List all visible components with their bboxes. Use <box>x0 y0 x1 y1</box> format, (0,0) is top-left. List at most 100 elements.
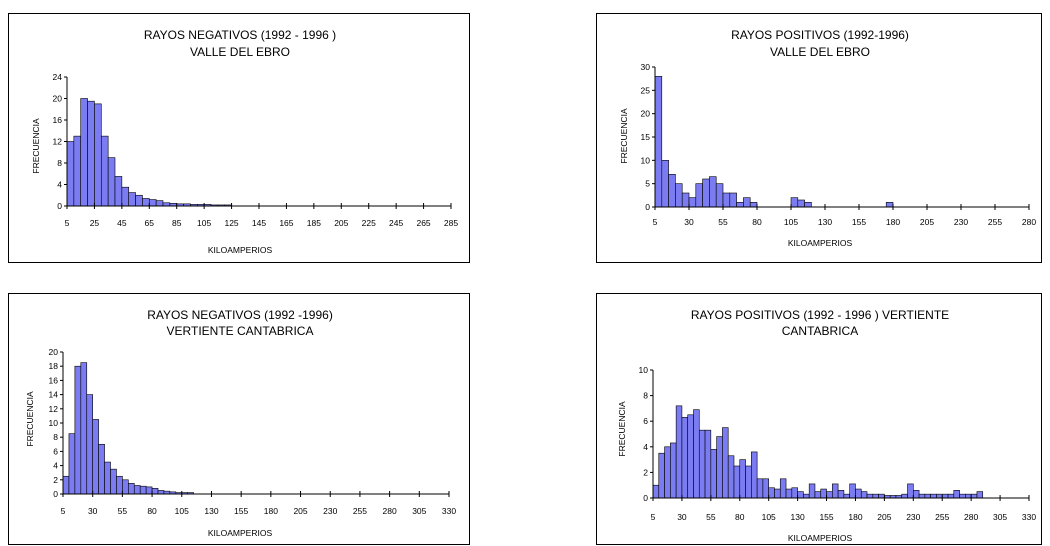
y-tick-label: 16 <box>53 115 63 125</box>
x-tick-label: 105 <box>197 218 211 228</box>
histogram-bar <box>98 444 105 495</box>
chart-positivos-ebro-svg: RAYOS POSITIVOS (1992-1996) VALLE DEL EB… <box>619 28 1036 248</box>
histogram-bar <box>814 491 822 499</box>
x-tick-label: 205 <box>920 217 934 227</box>
histogram-bar <box>743 197 751 208</box>
histogram-bar <box>681 192 690 208</box>
histogram-bar <box>704 429 712 499</box>
x-tick-label: 85 <box>172 218 182 228</box>
x-tick-label: 155 <box>852 217 866 227</box>
y-tick-label: 15 <box>641 132 651 142</box>
x-tick-label: 205 <box>334 218 348 228</box>
histogram-bar <box>749 202 758 208</box>
x-tick-label: 180 <box>264 506 278 516</box>
chart-negativos-cantabrica-svg: RAYOS NEGATIVOS (1992 -1996) VERTIENTE C… <box>25 308 456 538</box>
chart-negativos-ebro-svg: RAYOS NEGATIVOS (1992 - 1996 ) VALLE DEL… <box>31 28 459 255</box>
chart-title-line-1: RAYOS NEGATIVOS (1992 - 1996 ) <box>144 28 336 42</box>
histogram-bar <box>924 493 931 499</box>
histogram-bar <box>797 491 804 499</box>
y-tick-label: 8 <box>643 391 648 401</box>
x-tick-label: 105 <box>175 506 189 516</box>
y-tick-label: 8 <box>53 432 58 442</box>
histogram-bar <box>901 493 908 499</box>
histogram-bar <box>832 483 839 499</box>
histogram-bar <box>104 461 111 495</box>
histogram-bar <box>80 362 88 495</box>
histogram-bar <box>142 198 150 207</box>
histogram-bar <box>668 174 676 208</box>
y-tick-label: 10 <box>639 365 649 375</box>
histogram-bar <box>768 487 775 499</box>
histogram-bar <box>139 485 147 495</box>
histogram-bar <box>941 493 949 499</box>
histogram-bar <box>756 478 764 499</box>
histogram-bar <box>729 192 737 208</box>
x-tick-label: 5 <box>61 506 66 516</box>
x-axis-label: KILOAMPERIOS <box>788 533 853 543</box>
histogram-bar <box>145 486 153 495</box>
x-tick-label: 230 <box>323 506 337 516</box>
x-axis-label: KILOAMPERIOS <box>208 528 273 538</box>
histogram-bar <box>693 409 700 499</box>
histogram-bar <box>947 493 955 499</box>
y-tick-label: 0 <box>643 493 648 503</box>
histogram-bar <box>74 365 82 495</box>
histogram-bar <box>953 490 960 499</box>
histogram-bar <box>133 485 141 495</box>
histogram-bar <box>107 157 116 207</box>
chart-positivos-ebro: RAYOS POSITIVOS (1992-1996) VALLE DEL EB… <box>596 13 1042 263</box>
y-tick-label: 10 <box>49 418 59 428</box>
y-tick-label: 20 <box>641 109 651 119</box>
y-tick-label: 20 <box>49 347 59 357</box>
x-tick-label: 105 <box>762 512 776 522</box>
x-tick-label: 265 <box>416 218 430 228</box>
histogram-bar <box>733 465 741 499</box>
histogram-bar <box>791 487 798 499</box>
y-tick-label: 18 <box>49 361 59 371</box>
y-tick-label: 30 <box>641 62 651 72</box>
histogram-bar <box>702 178 710 208</box>
x-tick-label: 185 <box>307 218 321 228</box>
histogram-bar <box>698 429 706 499</box>
x-tick-label: 30 <box>677 512 687 522</box>
histogram-bar <box>114 176 123 207</box>
histogram-bar <box>710 449 717 499</box>
y-tick-label: 2 <box>53 475 58 485</box>
histogram-bar <box>727 455 735 499</box>
histogram-bar <box>148 199 157 207</box>
x-tick-label: 125 <box>224 218 238 228</box>
x-tick-label: 25 <box>90 218 100 228</box>
y-tick-label: 14 <box>49 390 59 400</box>
chart-title-line-2: VALLE DEL EBRO <box>770 45 870 59</box>
x-tick-label: 280 <box>964 512 978 522</box>
histogram-bar <box>86 394 93 495</box>
histogram-bar <box>826 491 833 499</box>
x-tick-label: 145 <box>252 218 266 228</box>
x-tick-label: 330 <box>442 506 456 516</box>
histogram-bar <box>878 493 885 499</box>
histogram-bar <box>722 192 731 208</box>
y-tick-label: 8 <box>57 158 62 168</box>
y-axis-label: FRECUENCIA <box>25 391 35 447</box>
histogram-bar <box>751 451 758 499</box>
histogram-bar <box>664 446 671 499</box>
x-tick-label: 130 <box>791 512 805 522</box>
histogram-bar <box>849 483 856 499</box>
x-tick-label: 305 <box>412 506 426 516</box>
histogram-bar <box>837 490 845 499</box>
y-axis-label: FRECUENCIA <box>31 118 41 174</box>
histogram-bar <box>855 488 862 499</box>
y-tick-label: 0 <box>53 489 58 499</box>
histogram-bar <box>843 493 850 499</box>
histogram-bar <box>128 483 135 495</box>
x-tick-label: 130 <box>204 506 218 516</box>
histogram-bar <box>695 183 703 208</box>
histogram-bar <box>94 103 102 207</box>
y-tick-label: 12 <box>49 404 59 414</box>
histogram-bar <box>774 488 781 499</box>
x-tick-label: 155 <box>234 506 248 516</box>
x-tick-label: 255 <box>353 506 367 516</box>
histogram-bar <box>654 76 663 208</box>
chart-negativos-ebro: RAYOS NEGATIVOS (1992 - 1996 ) VALLE DEL… <box>8 13 470 263</box>
